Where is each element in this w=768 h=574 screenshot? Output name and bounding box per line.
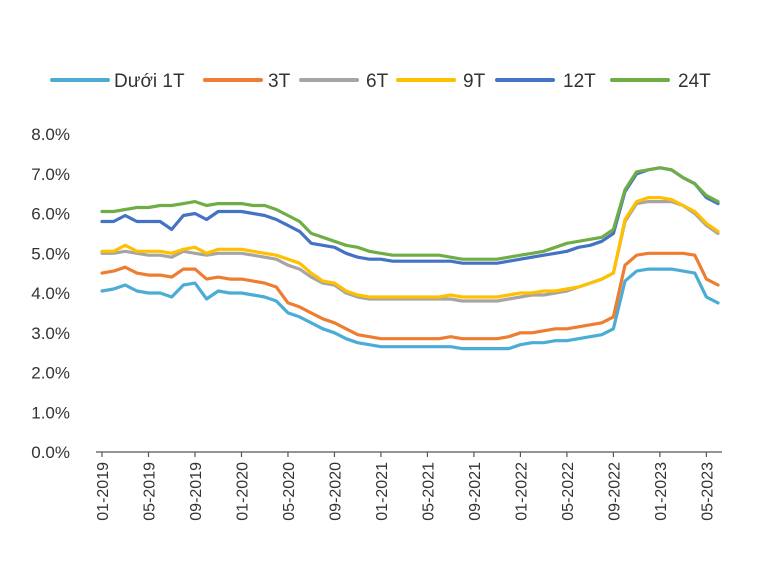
y-tick-label: 2.0% <box>31 364 70 383</box>
y-tick-label: 5.0% <box>31 244 70 263</box>
y-tick-label: 8.0% <box>31 125 70 144</box>
x-tick-label: 09-2019 <box>188 462 205 521</box>
legend-label-0: Dưới 1T <box>114 71 185 92</box>
legend-label-5: 24T <box>678 71 711 92</box>
x-tick-label: 05-2022 <box>560 462 577 521</box>
y-tick-label: 0.0% <box>31 443 70 462</box>
x-tick-label: 09-2021 <box>467 462 484 521</box>
x-tick-label: 01-2022 <box>513 462 530 521</box>
series-line-5 <box>100 166 720 261</box>
x-axis-ticks: 01-2019 05-2019 09-2019 01-2020 05-2020 09-20… <box>95 452 716 521</box>
y-axis-ticks: 0.0% 1.0% 2.0% 3.0% 4.0% 5.0% 6.0% 7.0% 8.0% <box>31 125 70 462</box>
y-tick-label: 3.0% <box>31 324 70 343</box>
x-tick-label: 05-2020 <box>281 462 298 521</box>
legend-label-2: 6T <box>366 71 389 92</box>
x-tick-label: 05-2023 <box>699 462 716 521</box>
x-tick-label: 01-2020 <box>234 462 251 521</box>
legend-label-4: 12T <box>563 71 596 92</box>
legend-label-1: 3T <box>268 71 291 92</box>
chart-legend: Dưới 1T 3T 6T 9T 12T 24T <box>50 71 711 92</box>
series-line-0 <box>100 267 720 351</box>
series-lines <box>100 166 720 351</box>
x-tick-label: 01-2023 <box>653 462 670 521</box>
x-tick-label: 09-2022 <box>606 462 623 521</box>
y-tick-label: 7.0% <box>31 165 70 184</box>
x-tick-label: 01-2019 <box>95 462 112 521</box>
y-tick-label: 6.0% <box>31 205 70 224</box>
x-tick-label: 09-2020 <box>327 462 344 521</box>
x-tick-label: 05-2021 <box>420 462 437 521</box>
x-tick-label: 05-2019 <box>141 462 158 521</box>
x-tick-label: 01-2021 <box>374 462 391 521</box>
legend-label-3: 9T <box>463 71 486 92</box>
y-tick-label: 1.0% <box>31 403 70 422</box>
series-line-3 <box>100 196 720 299</box>
series-line-1 <box>100 251 720 341</box>
y-tick-label: 4.0% <box>31 284 70 303</box>
